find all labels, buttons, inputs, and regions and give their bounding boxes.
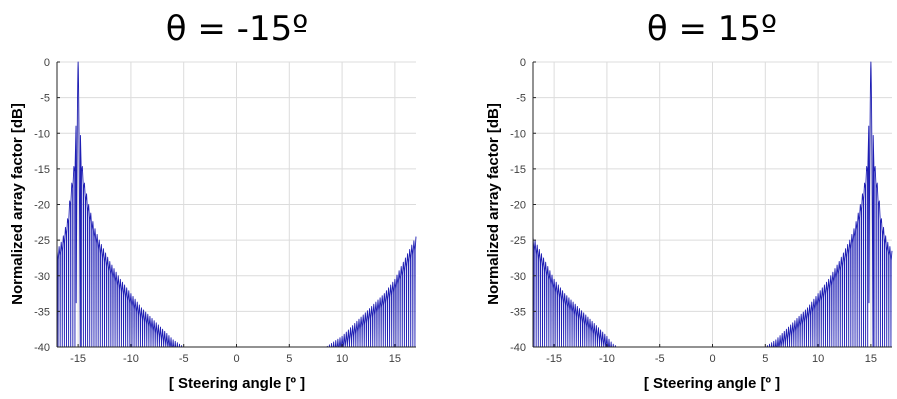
x-tick-label: -15 [546,353,562,365]
y-tick-label: -15 [34,164,50,176]
y-tick-label: -20 [34,200,50,212]
y-tick-label: -35 [510,306,526,318]
y-tick-label: 0 [44,57,50,69]
y-tick-label: -25 [510,235,526,247]
y-axis-label: Normalized array factor [dB] [9,103,26,305]
x-tick-label: 15 [389,353,401,365]
x-tick-labels: -15 -10 -5 0 5 10 15 [70,353,401,365]
y-tick-label: -20 [510,200,526,212]
x-tick-label: 15 [865,353,877,365]
x-tick-label: 10 [812,353,824,365]
x-tick-label: -5 [655,353,665,365]
y-tick-label: -10 [34,128,50,140]
y-tick-label: -40 [510,342,526,354]
x-tick-labels: -15 -10 -5 0 5 10 15 [546,353,877,365]
x-tick-label: 5 [286,353,292,365]
y-tick-label: -30 [34,271,50,283]
x-tick-label: -5 [179,353,189,365]
x-axis-label: [ Steering angle [º ] [169,375,305,392]
x-tick-label: -10 [123,353,139,365]
chart-title: θ = -15º [166,9,308,49]
y-tick-label: -40 [34,342,50,354]
y-tick-labels: 0 -5 -10 -15 -20 -25 -30 -35 -40 [510,57,526,354]
x-tick-label: -10 [599,353,615,365]
y-tick-label: -15 [510,164,526,176]
chart-panel-right: θ = 15º -15 -10 -5 0 5 10 15 0 -5 -10 -15 -20 -25 -3… [485,9,893,392]
y-tick-labels: 0 -5 -10 -15 -20 -25 -30 -35 -40 [34,57,50,354]
axes [56,61,416,348]
y-axis-label: Normalized array factor [dB] [485,103,502,305]
y-tick-label: -30 [510,271,526,283]
x-tick-label: -15 [70,353,86,365]
x-axis-label: [ Steering angle [º ] [644,375,780,392]
x-tick-label: 0 [709,353,715,365]
y-tick-label: -5 [40,93,50,105]
chart-title: θ = 15º [647,9,777,49]
y-tick-label: -10 [510,128,526,140]
x-tick-label: 10 [336,353,348,365]
y-tick-label: 0 [520,57,526,69]
y-tick-label: -25 [34,235,50,247]
chart-panel-left: θ = -15º -15 -10 -5 0 5 10 15 0 -5 -10 -15 -20 -25 -… [9,9,417,392]
y-tick-label: -5 [516,93,526,105]
y-tick-label: -35 [34,306,50,318]
x-tick-label: 0 [233,353,239,365]
x-tick-label: 5 [762,353,768,365]
axes [532,61,892,348]
